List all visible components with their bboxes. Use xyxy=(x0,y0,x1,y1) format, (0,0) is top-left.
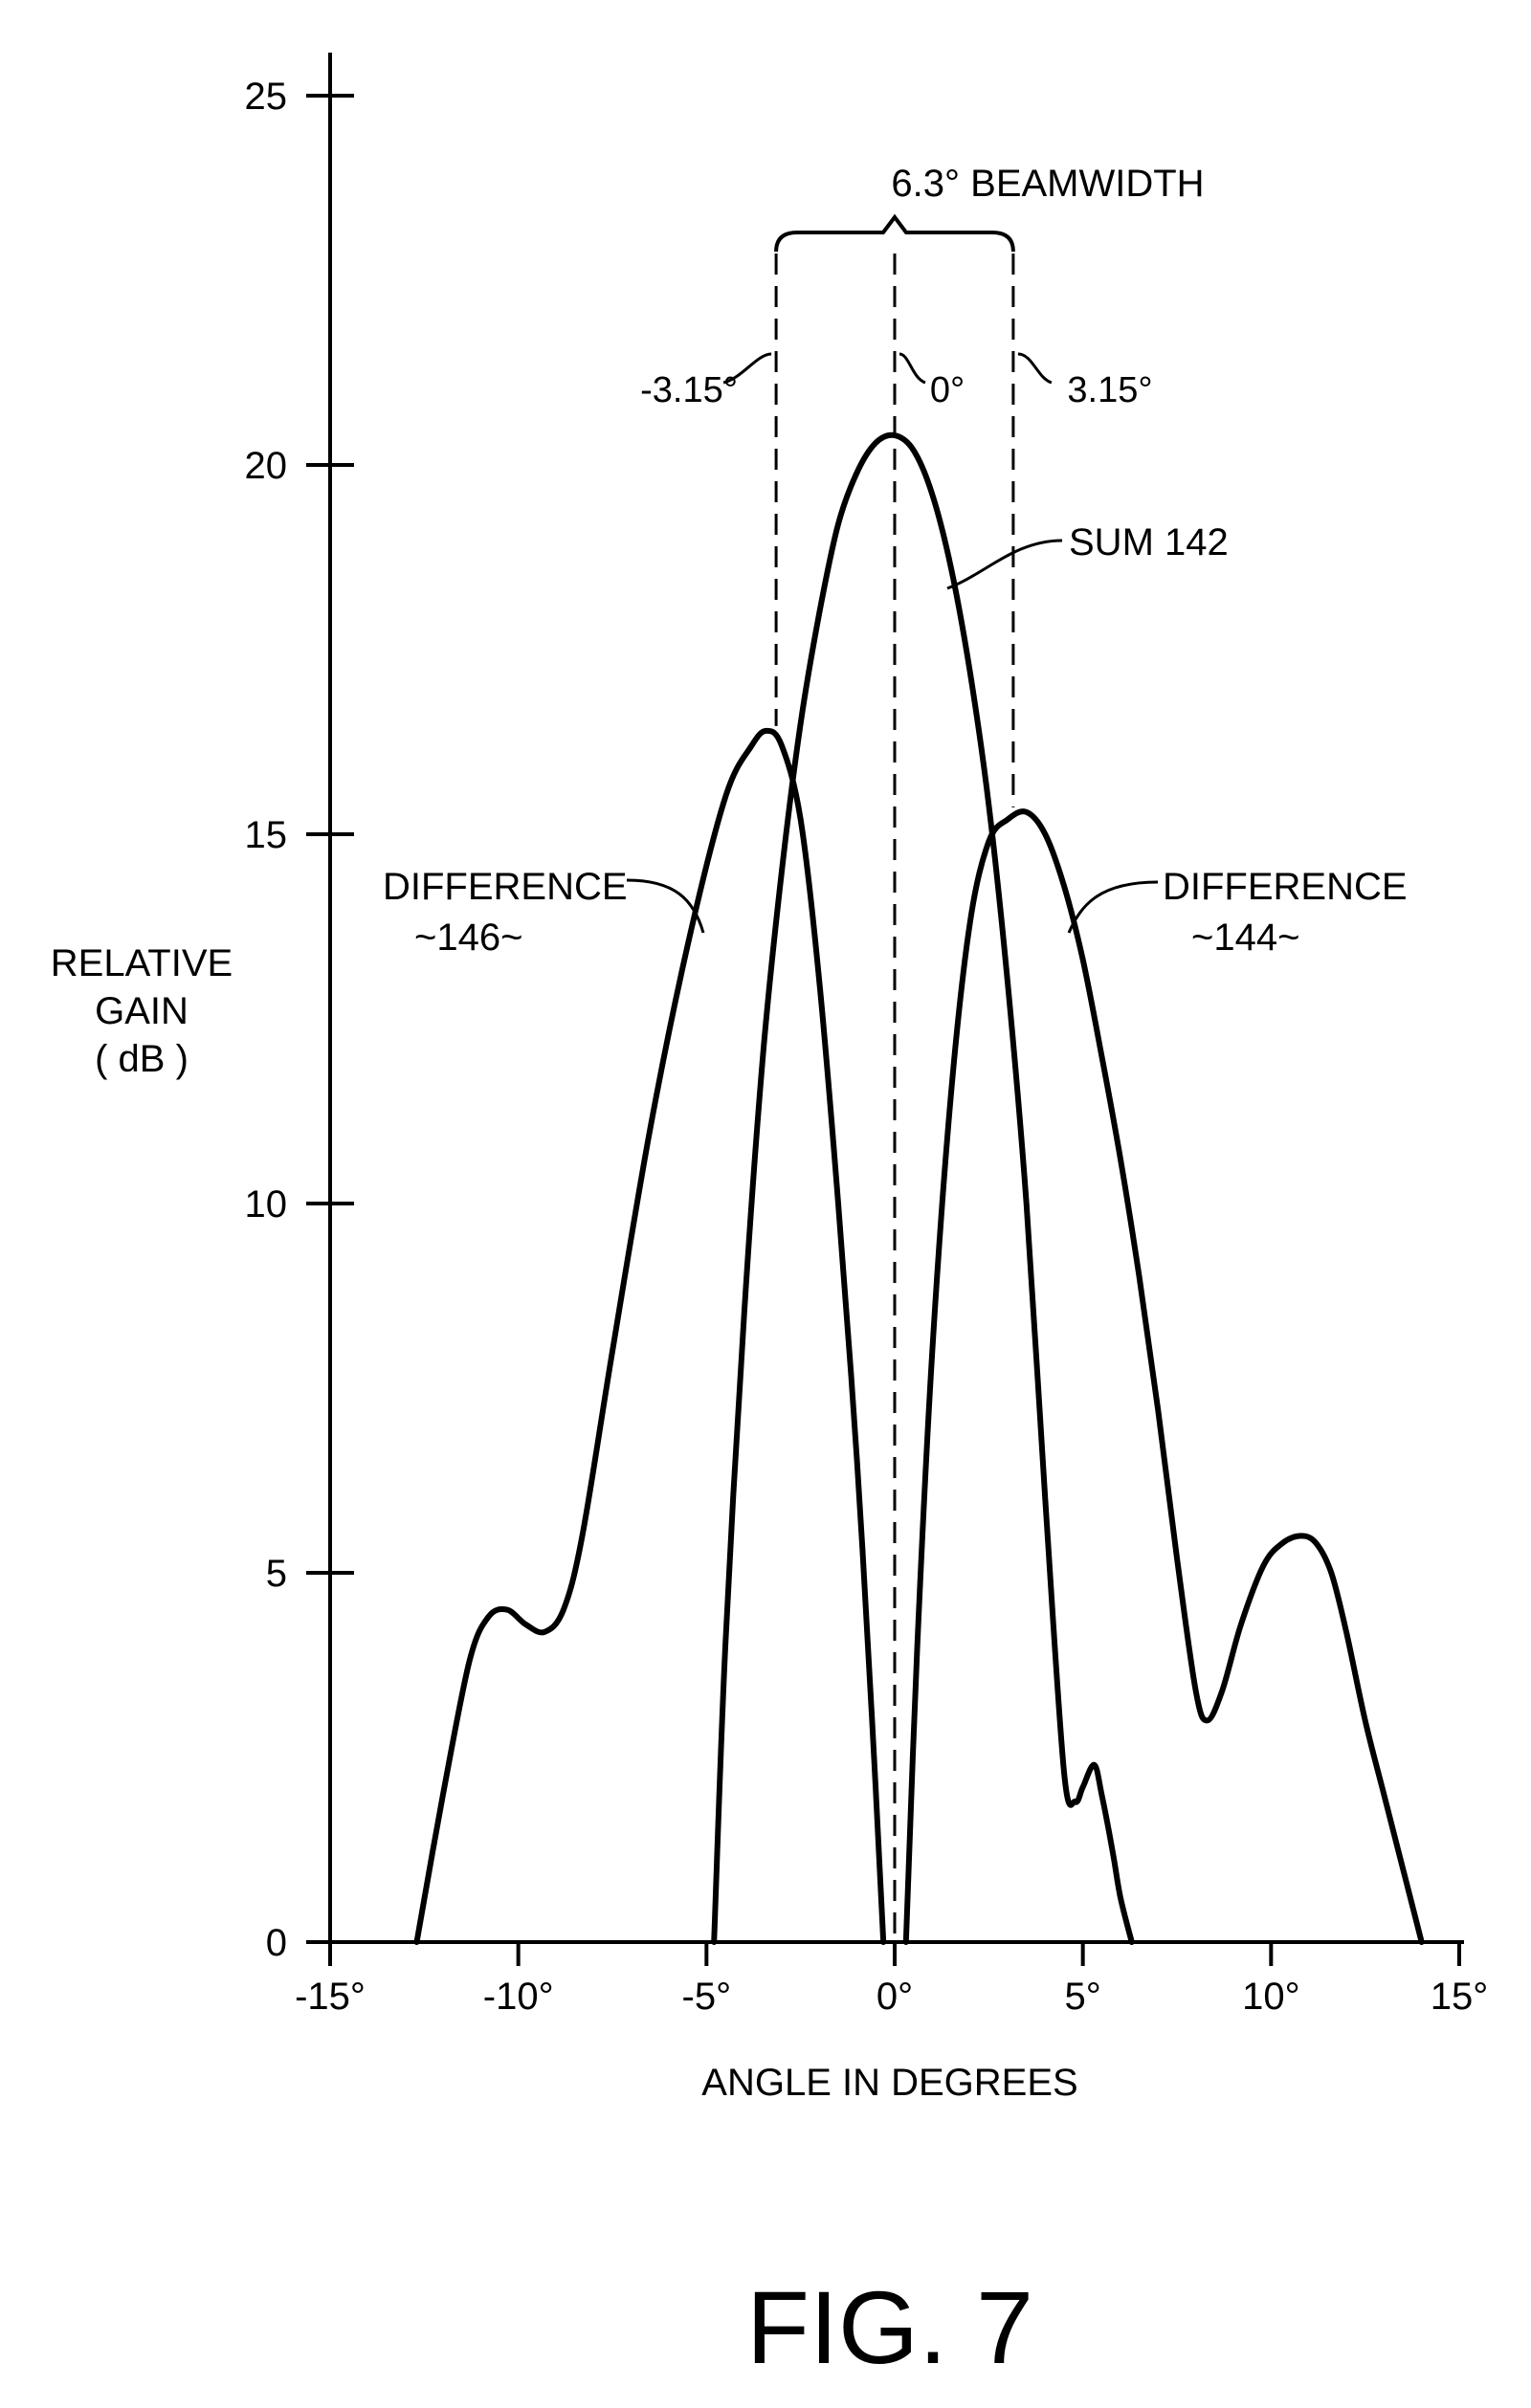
y-tick-label-2: 10 xyxy=(245,1183,288,1226)
beamwidth-label: 6.3° BEAMWIDTH xyxy=(891,163,1204,205)
beamwidth-left-label: -3.15° xyxy=(640,370,738,410)
y-tick-label-5: 25 xyxy=(245,76,288,118)
y-tick-label-0: 0 xyxy=(266,1922,287,1964)
leader-right xyxy=(1018,354,1052,383)
x-tick-label-5: 10° xyxy=(1242,1976,1300,2018)
x-tick-label-6: 15° xyxy=(1431,1976,1489,2018)
x-tick-label-4: 5° xyxy=(1065,1976,1101,2018)
y-tick-label-3: 15 xyxy=(245,814,288,856)
difference-144-leader xyxy=(1069,882,1158,933)
leader-center xyxy=(899,354,925,383)
difference-146-number: ~146~ xyxy=(414,917,522,959)
beamwidth-right-label: 3.15° xyxy=(1067,370,1152,410)
difference-144-curve xyxy=(906,811,1422,1942)
x-tick-label-3: 0° xyxy=(876,1976,913,2018)
y-tick-label-1: 5 xyxy=(266,1553,287,1595)
y-tick-label-4: 20 xyxy=(245,445,288,487)
sum-142-label: SUM 142 xyxy=(1069,521,1229,563)
x-tick-label-0: -15° xyxy=(295,1976,366,2018)
figure-label: FIG. 7 xyxy=(746,2269,1033,2385)
beamwidth-brace xyxy=(776,217,1013,252)
y-axis-title-line-2: GAIN xyxy=(95,990,189,1032)
y-axis-title-line-3: ( dB ) xyxy=(95,1038,189,1080)
difference-144-label: DIFFERENCE xyxy=(1163,866,1408,908)
x-tick-label-1: -10° xyxy=(483,1976,554,2018)
axis-ticks: -15° -10° -5° 0° 5° 10° 15° 0 5 10 15 20 25 xyxy=(245,76,1489,2018)
sum-142-leader xyxy=(947,541,1062,588)
difference-146-label: DIFFERENCE xyxy=(383,866,628,908)
y-axis-title-line-1: RELATIVE xyxy=(51,942,233,984)
curves xyxy=(417,435,1422,1942)
x-axis-title: ANGLE IN DEGREES xyxy=(701,2062,1077,2104)
difference-146-curve xyxy=(417,731,884,1942)
x-tick-label-2: -5° xyxy=(682,1976,732,2018)
beamwidth-center-label: 0° xyxy=(930,370,965,410)
difference-144-number: ~144~ xyxy=(1191,917,1299,959)
